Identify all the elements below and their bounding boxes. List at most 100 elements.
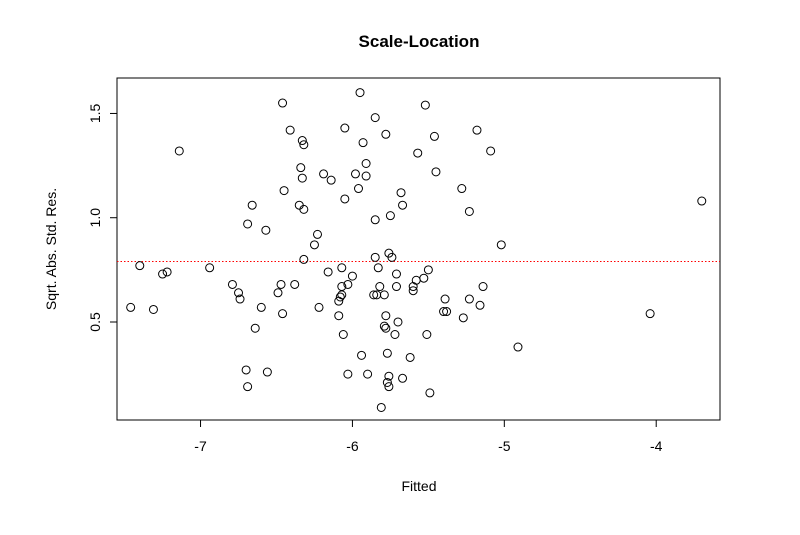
data-point bbox=[381, 129, 391, 139]
data-point bbox=[379, 290, 389, 300]
data-point bbox=[250, 323, 260, 333]
data-point bbox=[343, 369, 353, 379]
data-point bbox=[464, 294, 474, 304]
data-point bbox=[241, 365, 251, 375]
data-point bbox=[697, 196, 707, 206]
data-points bbox=[126, 88, 707, 412]
data-point bbox=[243, 382, 253, 392]
data-point bbox=[334, 311, 344, 321]
data-point bbox=[337, 290, 347, 300]
data-point bbox=[370, 113, 380, 123]
data-point bbox=[323, 267, 333, 277]
data-point bbox=[381, 311, 391, 321]
data-point bbox=[340, 123, 350, 133]
data-point bbox=[256, 302, 266, 312]
data-point bbox=[376, 402, 386, 412]
x-tick-label: -7 bbox=[194, 438, 207, 454]
plot-frame bbox=[116, 77, 721, 421]
chart-title: Scale-Location bbox=[359, 32, 480, 51]
data-point bbox=[357, 350, 367, 360]
data-point bbox=[174, 146, 184, 156]
data-point bbox=[384, 382, 394, 392]
data-point bbox=[148, 304, 158, 314]
data-point bbox=[363, 369, 373, 379]
data-point bbox=[312, 229, 322, 239]
x-tick-label: -6 bbox=[346, 438, 359, 454]
data-point bbox=[457, 184, 467, 194]
data-point bbox=[370, 215, 380, 225]
x-axis-label: Fitted bbox=[401, 478, 436, 494]
data-point bbox=[384, 371, 394, 381]
data-point bbox=[382, 377, 392, 387]
data-point bbox=[126, 302, 136, 312]
data-point bbox=[243, 219, 253, 229]
data-point bbox=[276, 279, 286, 289]
data-point bbox=[478, 282, 488, 292]
data-point bbox=[262, 367, 272, 377]
y-tick-label: 1.5 bbox=[87, 104, 103, 124]
data-point bbox=[290, 279, 300, 289]
data-point bbox=[294, 200, 304, 210]
data-point bbox=[279, 186, 289, 196]
data-point bbox=[338, 330, 348, 339]
data-point bbox=[314, 302, 324, 312]
data-point bbox=[431, 167, 441, 177]
data-point bbox=[158, 269, 168, 279]
data-point bbox=[235, 294, 245, 304]
data-point bbox=[340, 194, 350, 204]
data-point bbox=[413, 148, 423, 158]
data-point bbox=[205, 263, 215, 273]
data-point bbox=[381, 323, 391, 333]
data-point bbox=[354, 184, 364, 194]
data-point bbox=[439, 307, 449, 317]
data-point bbox=[422, 330, 432, 339]
y-axis-label: Sqrt. Abs. Std. Res. bbox=[43, 188, 59, 310]
data-point bbox=[361, 171, 371, 181]
data-point bbox=[420, 100, 430, 110]
data-point bbox=[285, 125, 295, 135]
x-tick-label: -4 bbox=[650, 438, 663, 454]
data-point bbox=[405, 352, 415, 362]
data-point bbox=[379, 321, 389, 331]
data-point bbox=[299, 204, 309, 214]
data-point bbox=[278, 309, 288, 319]
data-point bbox=[382, 348, 392, 358]
data-point bbox=[299, 254, 309, 264]
data-point bbox=[464, 206, 474, 216]
y-axis: 0.5 1.0 1.5 bbox=[87, 104, 118, 332]
data-point bbox=[369, 290, 379, 300]
data-point bbox=[355, 88, 365, 98]
data-point bbox=[385, 211, 395, 221]
data-point bbox=[390, 330, 400, 339]
data-point bbox=[273, 288, 283, 298]
y-tick-label: 0.5 bbox=[87, 312, 103, 332]
data-point bbox=[299, 140, 309, 150]
data-point bbox=[423, 265, 433, 275]
data-point bbox=[393, 317, 403, 327]
data-point bbox=[391, 269, 401, 279]
data-point bbox=[398, 373, 408, 383]
data-point bbox=[297, 136, 307, 146]
data-point bbox=[278, 98, 288, 108]
x-axis: -7 -6 -5 -4 bbox=[194, 419, 663, 454]
data-point bbox=[337, 263, 347, 273]
data-point bbox=[387, 252, 397, 262]
data-point bbox=[162, 267, 172, 277]
data-point bbox=[442, 307, 452, 317]
y-tick-label: 1.0 bbox=[87, 208, 103, 228]
data-point bbox=[326, 175, 336, 185]
data-point bbox=[309, 240, 319, 250]
data-point bbox=[370, 252, 380, 262]
data-point bbox=[297, 173, 307, 183]
data-point bbox=[319, 169, 329, 179]
data-point bbox=[440, 294, 450, 304]
data-point bbox=[419, 273, 429, 283]
data-point bbox=[429, 131, 439, 141]
data-point bbox=[513, 342, 523, 352]
x-tick-label: -5 bbox=[498, 438, 511, 454]
data-point bbox=[425, 388, 435, 398]
data-point bbox=[335, 292, 345, 302]
data-point bbox=[358, 138, 368, 148]
data-point bbox=[408, 286, 418, 296]
